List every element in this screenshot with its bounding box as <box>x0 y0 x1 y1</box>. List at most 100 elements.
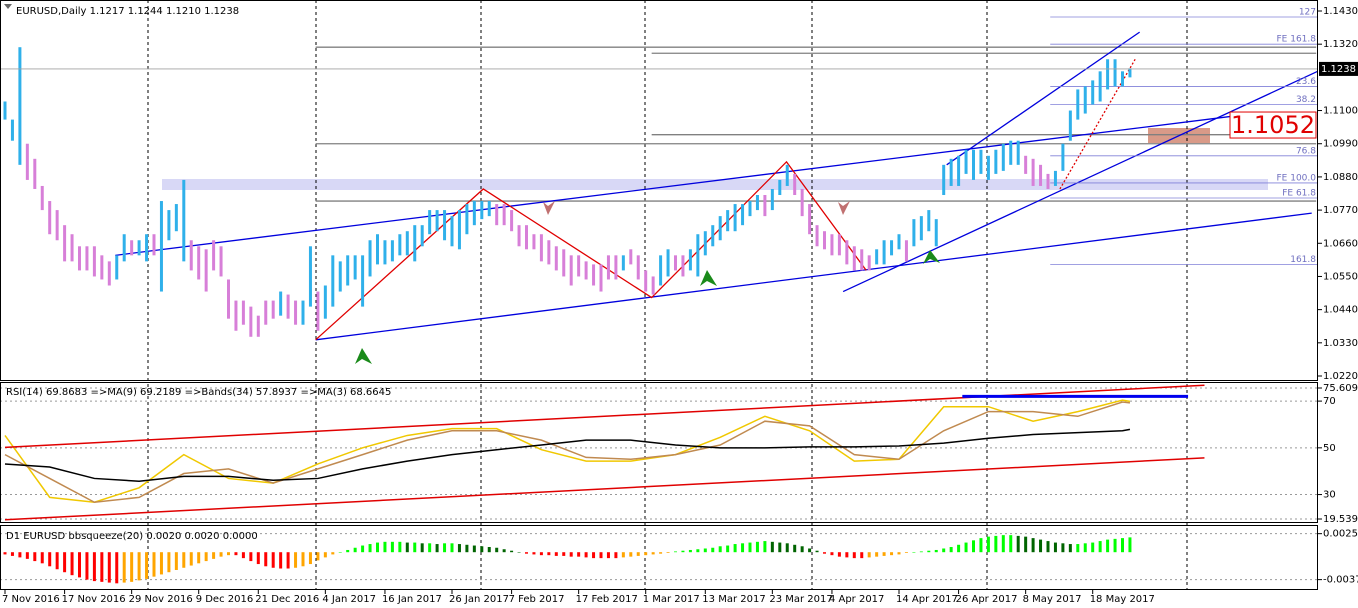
squeeze-bar <box>1068 544 1072 553</box>
squeeze-bar <box>800 546 804 553</box>
price-bar <box>264 300 268 325</box>
squeeze-bar <box>532 552 536 555</box>
price-bar <box>912 219 916 247</box>
squeeze-bar <box>934 549 938 553</box>
squeeze-bar <box>629 552 633 557</box>
fib-label: 38.2 <box>1296 95 1316 105</box>
price-bar <box>1113 59 1117 87</box>
squeeze-bar <box>115 552 119 584</box>
arrows <box>355 201 940 364</box>
price-bar <box>539 234 543 262</box>
squeeze-bar <box>666 552 670 553</box>
squeeze-bar <box>599 552 603 559</box>
squeeze-bar <box>606 552 610 559</box>
squeeze-bar <box>234 552 238 556</box>
frames <box>0 0 1318 590</box>
squeeze-bar <box>860 552 864 559</box>
squeeze-bar <box>159 552 163 575</box>
fib-label: 161.8 <box>1290 255 1316 265</box>
price-bar <box>115 255 119 280</box>
price-bar <box>48 201 52 235</box>
fib-label: FE 100.0 <box>1277 173 1317 183</box>
price-bar <box>919 216 923 241</box>
squeeze-bar <box>1009 535 1013 553</box>
rsi-panel <box>0 384 1318 521</box>
x-tick-label: 8 May 2017 <box>1023 594 1082 605</box>
price-bar <box>897 234 901 250</box>
price-bar <box>726 210 730 232</box>
y-tick-label: 1.1430 <box>1323 6 1358 17</box>
indicator-line <box>4 457 1205 521</box>
price-bar <box>122 234 126 262</box>
price-bar <box>100 255 104 280</box>
squeeze-bar <box>346 549 350 553</box>
current-price-label: 1.1238 <box>1321 64 1356 75</box>
y-tick-label: 0.0025 <box>1323 529 1358 540</box>
squeeze-bar <box>301 552 305 567</box>
x-tick-label: 7 Feb 2017 <box>509 594 565 605</box>
squeeze-bar <box>241 552 245 559</box>
squeeze-bar <box>696 549 700 553</box>
x-tick-label: 4 Jan 2017 <box>322 594 376 605</box>
price-bar <box>681 255 685 277</box>
squeeze-bar <box>25 552 29 559</box>
price-bar <box>1001 143 1005 171</box>
y-tick-label: 1.1100 <box>1323 106 1358 117</box>
price-bar <box>294 300 298 325</box>
price-bar <box>763 195 767 217</box>
x-tick-label: 14 Apr 2017 <box>896 594 958 605</box>
squeeze-bar <box>443 543 447 553</box>
squeeze-bar <box>949 547 953 553</box>
indicator-line <box>4 399 1131 504</box>
x-tick-label: 4 Apr 2017 <box>829 594 884 605</box>
squeeze-bar <box>286 552 290 569</box>
squeeze-bar <box>130 552 134 582</box>
squeeze-bar <box>1083 543 1087 553</box>
price-bar <box>308 246 312 307</box>
fib-label: FE 161.8 <box>1277 35 1317 45</box>
squeeze-bar <box>539 552 543 556</box>
price-bar <box>1009 140 1013 165</box>
squeeze-bar <box>793 544 797 553</box>
squeeze-bar <box>219 552 223 557</box>
squeeze-bar <box>92 552 96 582</box>
squeeze-bar <box>1113 538 1117 553</box>
squeeze-bar <box>994 535 998 553</box>
price-bar <box>972 149 975 180</box>
price-bar <box>78 246 81 271</box>
price-bar <box>33 158 37 189</box>
price-bar <box>815 225 819 247</box>
squeeze-bar <box>420 543 424 553</box>
squeeze-bar <box>569 552 573 557</box>
squeeze-bar <box>852 552 856 559</box>
squeeze-bar <box>986 536 990 553</box>
price-bar <box>338 261 342 292</box>
current-price-box <box>1319 61 1358 76</box>
price-bar <box>875 249 879 265</box>
squeeze-bar <box>577 552 581 557</box>
price-bar <box>755 195 759 211</box>
price-bar <box>301 300 305 325</box>
y-tick-label: 50 <box>1323 443 1336 454</box>
squeeze-bar <box>547 552 551 556</box>
price-bar <box>502 204 506 226</box>
squeeze-bar <box>1016 535 1020 553</box>
squeeze-bar <box>592 552 596 559</box>
price-bar <box>271 300 275 319</box>
y-tick-label: 1.0660 <box>1323 238 1358 249</box>
price-bar <box>398 234 402 256</box>
price-bar <box>651 276 655 295</box>
price-bar <box>234 300 238 331</box>
squeeze-bar <box>972 540 975 553</box>
price-bar <box>1053 170 1057 186</box>
price-bar <box>457 210 461 250</box>
price-bar <box>18 47 22 165</box>
squeeze-bar <box>3 552 7 555</box>
squeeze-bar <box>308 552 312 565</box>
squeeze-bar <box>1031 538 1035 553</box>
squeeze-bar <box>338 552 342 553</box>
price-bar <box>688 249 692 271</box>
price-bar <box>845 240 849 265</box>
price-bar <box>703 231 707 256</box>
